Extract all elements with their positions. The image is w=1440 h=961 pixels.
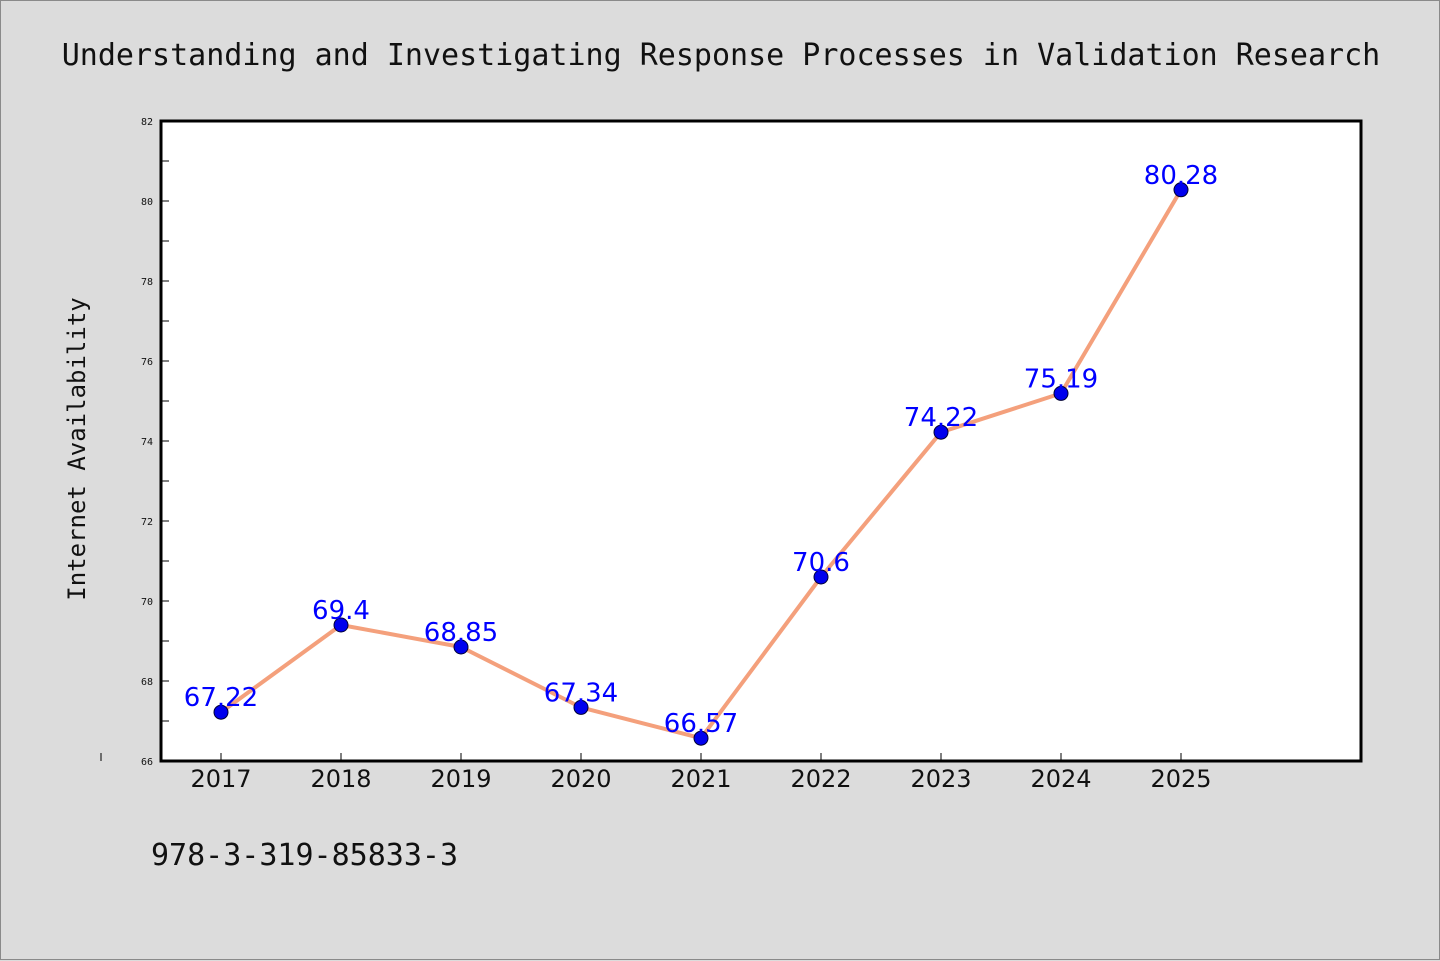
data-label: 68.85 bbox=[424, 618, 498, 648]
data-label: 67.34 bbox=[544, 678, 618, 708]
y-tick-label: 82 bbox=[141, 117, 153, 128]
data-label: 69.4 bbox=[312, 596, 370, 626]
x-tick-label: 2024 bbox=[1030, 765, 1091, 793]
plot-area bbox=[161, 121, 1361, 761]
x-tick-label: 2021 bbox=[670, 765, 731, 793]
y-tick-label: 76 bbox=[141, 357, 153, 368]
y-tick-label: 68 bbox=[141, 677, 153, 688]
x-tick-label: 2018 bbox=[310, 765, 371, 793]
y-tick-label: 72 bbox=[141, 517, 153, 528]
x-tick-label: 2023 bbox=[910, 765, 971, 793]
x-tick-label: 2020 bbox=[550, 765, 611, 793]
x-tick-label: 2019 bbox=[430, 765, 491, 793]
data-point bbox=[1173, 182, 1189, 198]
y-tick-label: 70 bbox=[141, 597, 153, 608]
data-label: 67.22 bbox=[184, 683, 258, 713]
axis-group: 66 68 70 72 74 76 78 80 82 2017 2018 2019 2020 2021 20… bbox=[100, 117, 1212, 793]
data-point bbox=[453, 639, 469, 655]
data-point bbox=[1053, 385, 1069, 401]
y-axis-label: Internet Availability bbox=[63, 297, 91, 600]
y-tick-label: 74 bbox=[141, 437, 153, 448]
data-point bbox=[333, 617, 349, 633]
data-point bbox=[693, 730, 709, 746]
data-label: 80.28 bbox=[1144, 161, 1218, 191]
data-point bbox=[213, 704, 229, 720]
data-label: 66.57 bbox=[664, 709, 738, 739]
x-tick-label: 2017 bbox=[190, 765, 251, 793]
data-label: 74.22 bbox=[904, 403, 978, 433]
plot-border bbox=[159, 119, 1363, 763]
x-tick-label: 2025 bbox=[1150, 765, 1211, 793]
data-point bbox=[933, 424, 949, 440]
data-label: 70.6 bbox=[792, 548, 850, 578]
y-tick-label: 80 bbox=[141, 197, 153, 208]
x-tick-label: 2022 bbox=[790, 765, 851, 793]
chart-title: Understanding and Investigating Response… bbox=[62, 38, 1381, 73]
y-tick-label: 66 bbox=[141, 757, 153, 768]
series-group: 67.22 69.4 68.85 67.34 66.57 70.6 74.22 75.19 80… bbox=[184, 161, 1218, 746]
isbn-footer: 978-3-319-85833-3 bbox=[151, 838, 458, 873]
y-tick-label: 78 bbox=[141, 277, 153, 288]
data-label: 75.19 bbox=[1024, 364, 1098, 394]
data-point bbox=[813, 569, 829, 585]
data-point bbox=[573, 699, 589, 715]
